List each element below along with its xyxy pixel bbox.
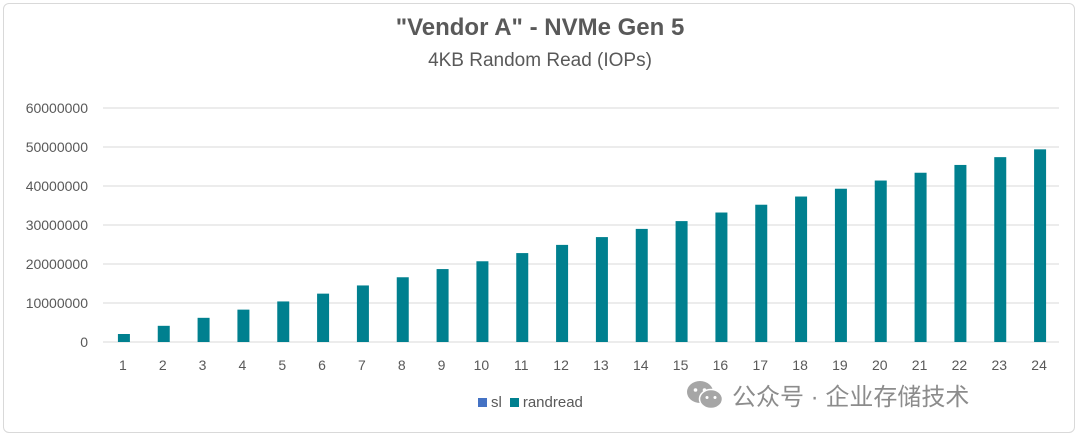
bar-randread-16 (715, 212, 728, 342)
y-tick-label: 30000000 (26, 217, 89, 233)
x-tick-label: 2 (159, 357, 167, 373)
legend-swatch-sl (478, 398, 487, 407)
chart-frame (3, 3, 1075, 433)
bar-randread-19 (834, 188, 847, 342)
x-tick-label: 18 (792, 357, 808, 373)
x-axis-ticks: 1 2 3 4 5 6 7 8 9 10 11 12 13 14 15 16 17 18 19 20 21 22 23 24 (119, 357, 1047, 373)
y-axis-ticks: 0 10000000 20000000 30000000 40000000 5000000… (26, 100, 89, 350)
x-tick-label: 3 (199, 357, 207, 373)
legend: sl randread (478, 394, 591, 411)
y-tick-label: 40000000 (26, 178, 89, 194)
bar-randread-7 (356, 285, 369, 342)
x-tick-label: 1 (119, 357, 127, 373)
x-tick-label: 10 (474, 357, 490, 373)
wechat-icon (687, 380, 724, 409)
x-tick-label: 17 (752, 357, 768, 373)
x-tick-label: 24 (1031, 357, 1047, 373)
bar-randread-13 (595, 237, 608, 342)
x-tick-label: 19 (832, 357, 848, 373)
x-tick-label: 11 (514, 357, 529, 373)
x-tick-label: 20 (872, 357, 888, 373)
y-tick-label: 50000000 (26, 139, 89, 155)
bar-randread-6 (317, 293, 330, 342)
x-tick-label: 22 (952, 357, 968, 373)
x-tick-label: 23 (991, 357, 1007, 373)
bar-randread-2 (157, 325, 170, 342)
bar-randread-20 (874, 180, 887, 342)
x-tick-label: 12 (553, 357, 569, 373)
bar-randread-11 (516, 253, 529, 342)
x-tick-label: 15 (673, 357, 689, 373)
y-tick-label: 10000000 (26, 295, 89, 311)
legend-item-randread: randread (509, 394, 583, 411)
chart-subtitle: 4KB Random Read (IOPs) (428, 50, 652, 71)
bar-randread-12 (556, 244, 569, 342)
x-tick-label: 8 (398, 357, 406, 373)
bar-randread-9 (436, 269, 449, 342)
watermark: 公众号 · 企业存储技术 (686, 377, 969, 412)
x-tick-label: 9 (438, 357, 446, 373)
x-tick-label: 5 (278, 357, 286, 373)
x-tick-label: 16 (713, 357, 729, 373)
legend-label-sl: sl (491, 394, 502, 411)
legend-item-sl: sl (478, 394, 502, 411)
x-tick-label: 4 (239, 357, 247, 373)
bar-randread-5 (277, 301, 290, 342)
bar-randread-14 (635, 228, 648, 342)
bar-randread-22 (954, 164, 967, 342)
bars (117, 149, 1047, 342)
legend-label-randread: randread (522, 394, 583, 411)
y-tick-label: 0 (80, 334, 88, 350)
bar-randread-23 (994, 157, 1007, 342)
bar-randread-10 (476, 261, 489, 342)
x-tick-label: 21 (912, 357, 928, 373)
bar-randread-15 (675, 221, 688, 342)
bar-randread-24 (1034, 149, 1047, 342)
bar-randread-1 (117, 334, 130, 342)
bar-randread-21 (914, 172, 927, 342)
x-tick-label: 14 (633, 357, 649, 373)
bar-randread-8 (396, 277, 409, 342)
bar-randread-4 (237, 309, 250, 342)
y-tick-label: 60000000 (26, 100, 89, 116)
x-tick-label: 6 (318, 357, 326, 373)
bar-randread-18 (795, 196, 808, 342)
y-tick-label: 20000000 (26, 256, 89, 272)
watermark-text: 公众号 · 企业存储技术 (732, 384, 970, 411)
x-tick-label: 13 (593, 357, 609, 373)
bar-randread-3 (197, 317, 210, 342)
legend-swatch-randread (509, 398, 519, 407)
bar-randread-17 (755, 204, 768, 342)
chart-title: "Vendor A" - NVMe Gen 5 (395, 14, 685, 41)
gridlines (103, 107, 1059, 343)
x-tick-label: 7 (358, 357, 366, 373)
